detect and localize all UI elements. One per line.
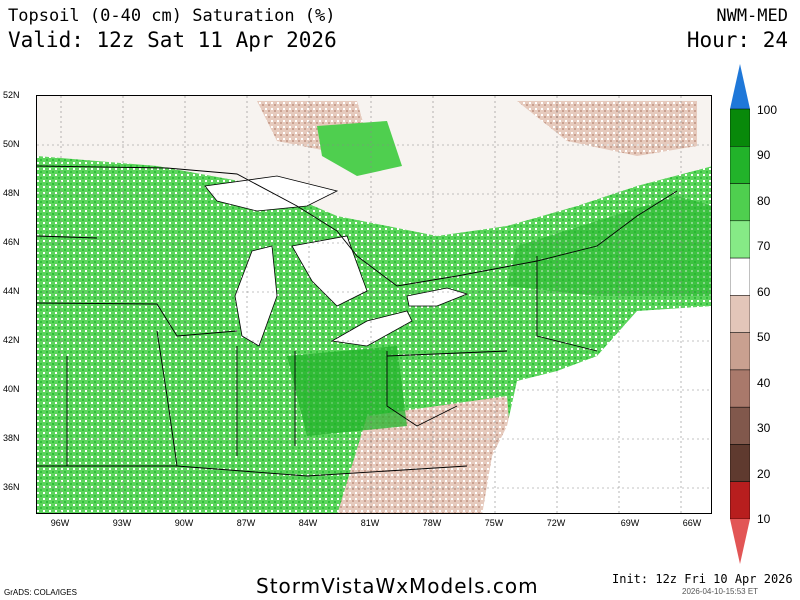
wet-area-northeast xyxy=(507,196,711,296)
lon-label: 93W xyxy=(112,518,132,528)
lat-label: 42N xyxy=(3,335,20,345)
color-scale-bottom-arrow xyxy=(730,519,750,564)
lake-ontario xyxy=(406,287,469,307)
lon-label: 69W xyxy=(620,518,640,528)
lat-label: 52N xyxy=(3,90,20,100)
colorbar-label: 10 xyxy=(757,512,771,526)
colorbar-label: 40 xyxy=(757,376,771,390)
color-scale-top-arrow xyxy=(730,64,750,109)
lat-label: 46N xyxy=(3,237,20,247)
color-scale-cell xyxy=(730,183,750,222)
color-scale-cell xyxy=(730,406,750,445)
lon-label: 84W xyxy=(298,518,318,528)
color-scale-cell xyxy=(730,257,750,296)
color-scale-cell xyxy=(730,220,750,259)
colorbar-label: 90 xyxy=(757,148,771,162)
lon-label: 78W xyxy=(422,518,442,528)
wet-area-ontario xyxy=(317,121,402,176)
colorbar-label: 20 xyxy=(757,467,771,481)
lon-label: 72W xyxy=(546,518,566,528)
dry-area-quebec xyxy=(517,101,697,156)
model-name: NWM-MED xyxy=(716,6,788,26)
lon-label: 66W xyxy=(682,518,702,528)
lat-label: 40N xyxy=(3,384,20,394)
map-canvas xyxy=(37,96,711,513)
color-scale-bar xyxy=(730,64,750,564)
color-scale-cell xyxy=(730,332,750,371)
lon-label: 81W xyxy=(360,518,380,528)
lon-label: 90W xyxy=(174,518,194,528)
valid-time: Valid: 12z Sat 11 Apr 2026 xyxy=(8,28,337,52)
colorbar-label: 30 xyxy=(757,421,771,435)
colorbar-label: 100 xyxy=(757,103,778,117)
lake-michigan xyxy=(234,245,278,347)
site-watermark: StormVistaWxModels.com xyxy=(256,574,539,598)
init-time: Init: 12z Fri 10 Apr 2026 xyxy=(612,572,793,586)
lat-label: 48N xyxy=(3,188,20,198)
wet-area-ohio xyxy=(287,346,407,436)
generated-timestamp: 2026-04-10-15:53 ET xyxy=(682,587,759,596)
colorbar-label: 50 xyxy=(757,330,771,344)
boundaries xyxy=(37,165,678,477)
lake-huron xyxy=(291,235,368,307)
color-scale-cell xyxy=(730,444,750,482)
colorbar-label: 70 xyxy=(757,239,771,253)
colorbar-label: 60 xyxy=(757,285,771,299)
lat-label: 50N xyxy=(3,139,20,149)
lat-label: 36N xyxy=(3,482,20,492)
lon-label: 87W xyxy=(236,518,256,528)
color-scale-cell xyxy=(730,481,750,520)
lon-label: 96W xyxy=(50,518,70,528)
forecast-hour: Hour: 24 xyxy=(686,28,788,52)
lat-label: 38N xyxy=(3,433,20,443)
lat-label: 44N xyxy=(3,286,20,296)
lon-label: 75W xyxy=(484,518,504,528)
saturation-map xyxy=(36,95,712,514)
colorbar-label: 80 xyxy=(757,194,771,208)
color-scale-cell xyxy=(730,369,750,408)
grads-credit: GrADS: COLA/IGES xyxy=(4,588,77,597)
atlantic-ocean xyxy=(482,306,711,513)
color-scale-cell xyxy=(730,108,750,147)
map-title: Topsoil (0-40 cm) Saturation (%) xyxy=(8,6,336,26)
color-scale-cell xyxy=(730,295,750,333)
color-scale-cell xyxy=(730,146,750,184)
lake-superior xyxy=(204,175,339,212)
color-scale-cells xyxy=(730,108,750,520)
lake-erie xyxy=(330,310,413,347)
